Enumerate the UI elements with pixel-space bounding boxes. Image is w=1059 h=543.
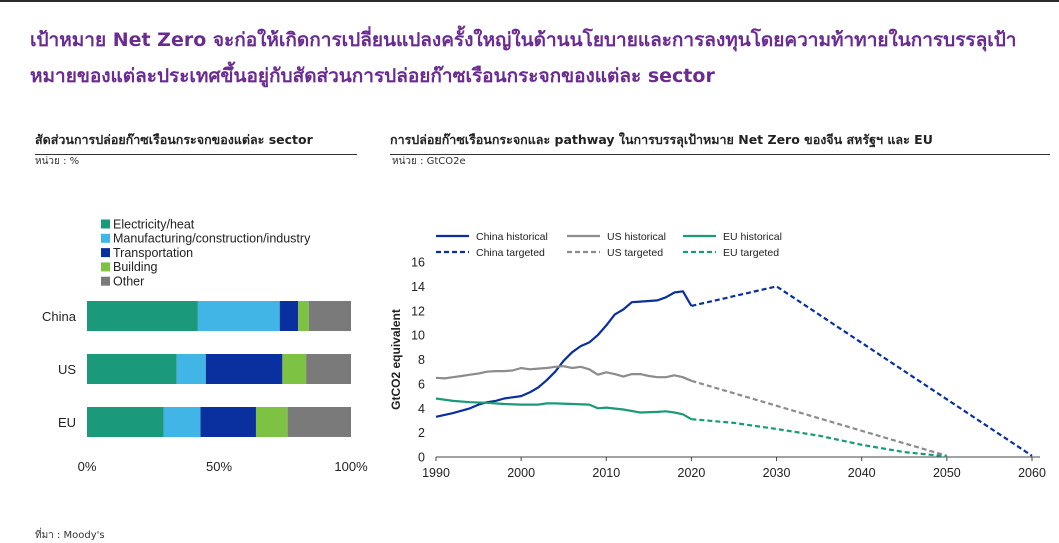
- sector-share-bar-chart: Electricity/heatManufacturing/constructi…: [42, 217, 368, 474]
- y-tick-label-5: 10: [411, 329, 425, 343]
- x-tick-label-2: 100%: [334, 459, 368, 474]
- series-line-china-targeted: [691, 285, 1033, 457]
- x-tick-label-0: 1990: [422, 466, 450, 480]
- bar-segment-eu-1: [163, 407, 201, 437]
- legend-swatch-0: [101, 219, 110, 229]
- x-tick-label-7: 2060: [1018, 466, 1046, 480]
- right-panel-unit: หน่วย : GtCO2e: [392, 156, 466, 167]
- source-note: ที่มา : Moody's: [35, 530, 105, 541]
- legend-swatch-3: [101, 262, 110, 272]
- legend-label-3: US targeted: [607, 247, 663, 259]
- series-line-us-targeted: [691, 379, 948, 457]
- y-tick-label-2: 4: [418, 402, 425, 416]
- bar-segment-china-1: [197, 301, 280, 331]
- bar-segment-us-0: [87, 354, 177, 384]
- x-tick-label-1: 2000: [507, 466, 535, 480]
- x-tick-label-5: 2040: [848, 466, 876, 480]
- category-label-eu: EU: [58, 415, 76, 430]
- legend-label-3: Building: [113, 260, 158, 274]
- bar-segment-china-2: [279, 301, 299, 331]
- y-tick-label-3: 6: [418, 377, 425, 391]
- category-label-us: US: [58, 362, 76, 377]
- legend-label-4: EU historical: [723, 231, 782, 243]
- y-tick-label-1: 2: [418, 426, 425, 440]
- legend-label-1: China targeted: [476, 247, 545, 259]
- y-tick-label-7: 14: [411, 280, 425, 294]
- legend-label-0: Electricity/heat: [113, 217, 195, 231]
- left-panel-unit: หน่วย : %: [35, 156, 80, 167]
- legend-label-2: Transportation: [113, 246, 193, 260]
- top-rule: [0, 0, 1059, 2]
- category-label-china: China: [42, 309, 77, 324]
- left-panel-title: สัดส่วนการปล่อยก๊าซเรือนกระจกของแต่ละ se…: [35, 130, 357, 155]
- bar-segment-eu-3: [255, 407, 288, 437]
- page-headline: เป้าหมาย Net Zero จะก่อให้เกิดการเปลี่ยน…: [30, 29, 1017, 87]
- bar-segment-us-2: [205, 354, 283, 384]
- y-tick-label-4: 8: [418, 353, 425, 367]
- bar-segment-eu-0: [87, 407, 164, 437]
- legend-swatch-4: [101, 276, 110, 286]
- legend-label-2: US historical: [607, 231, 666, 243]
- bar-segment-us-3: [282, 354, 307, 384]
- bar-segment-eu-2: [200, 407, 256, 437]
- series-line-eu-targeted: [691, 418, 948, 458]
- bar-segment-china-0: [87, 301, 198, 331]
- x-tick-label-3: 2020: [678, 466, 706, 480]
- series-line-us-historical: [435, 365, 692, 382]
- x-tick-label-2: 2010: [592, 466, 620, 480]
- series-line-eu-historical: [435, 397, 692, 421]
- x-tick-label-0: 0%: [78, 459, 97, 474]
- x-tick-label-4: 2030: [763, 466, 791, 480]
- legend-label-0: China historical: [476, 231, 548, 243]
- bar-segment-china-3: [298, 301, 309, 331]
- legend-label-1: Manufacturing/construction/industry: [113, 232, 311, 246]
- legend-swatch-2: [101, 248, 110, 258]
- x-tick-label-1: 50%: [206, 459, 232, 474]
- bar-segment-us-1: [176, 354, 206, 384]
- legend-label-5: EU targeted: [723, 247, 779, 259]
- legend-swatch-1: [101, 233, 110, 243]
- right-panel-title: การปล่อยก๊าซเรือนกระจกและ pathway ในการบ…: [390, 130, 1050, 155]
- y-tick-label-8: 16: [411, 256, 425, 270]
- y-tick-label-0: 0: [418, 451, 425, 465]
- bar-segment-china-4: [308, 301, 351, 331]
- x-tick-label-6: 2050: [933, 466, 961, 480]
- y-tick-label-6: 12: [411, 304, 425, 318]
- bar-segment-eu-4: [287, 407, 351, 437]
- legend-label-4: Other: [113, 275, 144, 289]
- y-axis-label: GtCO2 equivalent: [389, 309, 403, 410]
- bar-segment-us-4: [306, 354, 351, 384]
- series-line-china-historical: [435, 290, 693, 418]
